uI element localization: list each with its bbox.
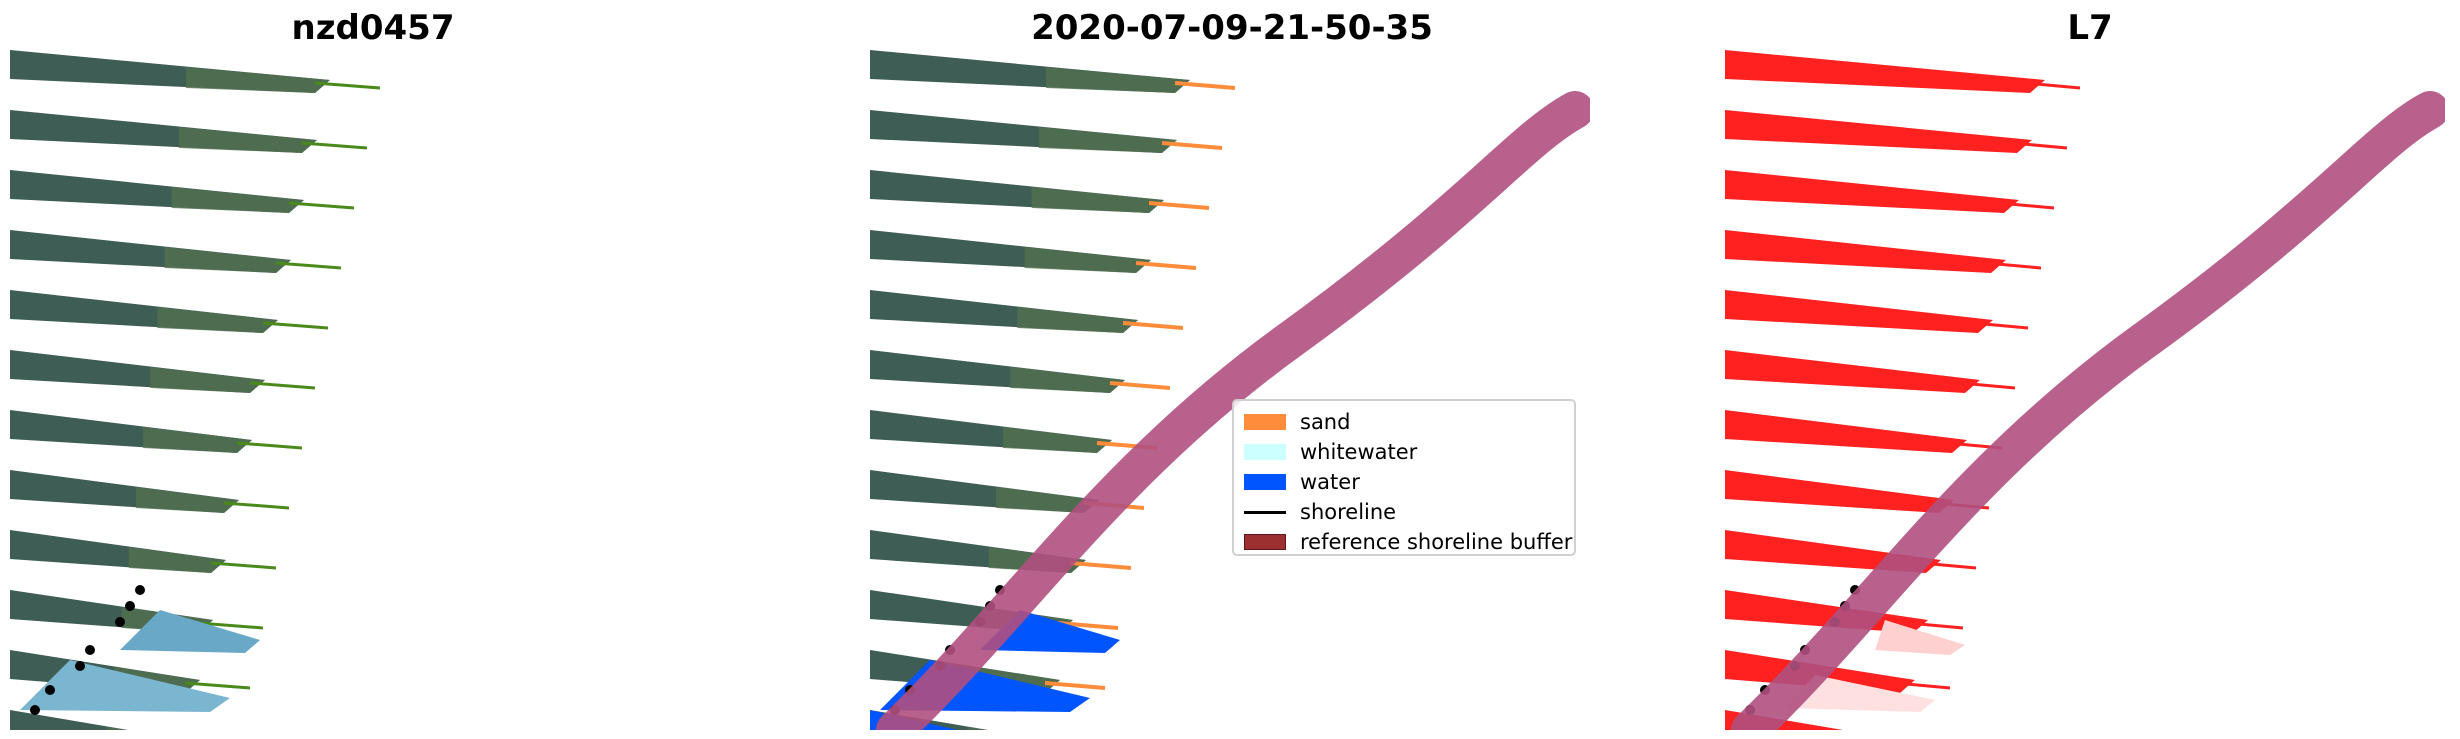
vegetation-patch xyxy=(1024,247,1151,273)
red-tip xyxy=(2011,141,2068,150)
coast-tip xyxy=(236,441,303,450)
coast-tip xyxy=(288,201,355,210)
image-strip xyxy=(1725,50,2045,93)
whitewater-swatch xyxy=(1244,444,1286,460)
shoreline-mark xyxy=(45,685,55,695)
sand-tip xyxy=(1161,141,1223,150)
coast-tip xyxy=(197,621,264,630)
legend-label: whitewater xyxy=(1300,440,1418,464)
vegetation-patch xyxy=(164,247,291,273)
vegetation-patch xyxy=(178,127,317,153)
water-area xyxy=(1875,620,1965,655)
vegetation-patch xyxy=(1038,127,1177,153)
legend-label: sand xyxy=(1300,410,1351,434)
vegetation-patch xyxy=(107,727,126,730)
vegetation-patch xyxy=(1017,307,1138,333)
legend-label: water xyxy=(1300,470,1360,494)
legend: sand whitewater water shoreline referenc… xyxy=(1232,399,1576,556)
sand-tip xyxy=(1109,381,1171,390)
vegetation-patch xyxy=(143,427,252,453)
coast-tip xyxy=(210,561,277,570)
vegetation-patch xyxy=(1046,67,1190,93)
vegetation-patch xyxy=(1031,187,1164,213)
image-strip xyxy=(1725,290,1993,333)
legend-item-shoreline: shoreline xyxy=(1234,497,1574,527)
vegetation-patch xyxy=(135,487,239,513)
red-tip xyxy=(1985,261,2042,270)
water-area xyxy=(1785,675,1935,712)
shoreline-mark xyxy=(30,705,40,715)
sand-tip xyxy=(1135,261,1197,270)
shoreline-mark xyxy=(75,661,85,671)
vegetation-patch xyxy=(1010,367,1125,393)
panel-title-3: L7 xyxy=(2067,8,2113,48)
coast-tip xyxy=(301,141,368,150)
water-swatch xyxy=(1244,474,1286,490)
red-tip xyxy=(2024,81,2081,90)
image-strip xyxy=(10,710,128,730)
coast-tip xyxy=(184,681,251,690)
red-tip xyxy=(1959,381,2016,390)
sand-tip xyxy=(1057,621,1119,630)
coast-tip xyxy=(249,381,316,390)
legend-item-sand: sand xyxy=(1234,407,1574,437)
image-strip xyxy=(1725,110,2032,153)
satellite-image-red-band xyxy=(1725,50,2445,730)
vegetation-patch xyxy=(171,187,304,213)
shoreline-mark xyxy=(135,585,145,595)
red-tip xyxy=(1998,201,2055,210)
water-area xyxy=(120,610,260,653)
water-area xyxy=(20,660,230,712)
legend-item-whitewater: whitewater xyxy=(1234,437,1574,467)
legend-item-reference-buffer: reference shoreline buffer xyxy=(1234,527,1574,557)
vegetation-patch xyxy=(995,487,1099,513)
image-strip xyxy=(1725,350,1980,393)
sand-tip xyxy=(1122,321,1184,330)
vegetation-patch xyxy=(967,727,986,730)
reference-shoreline-buffer xyxy=(876,91,1590,730)
shoreline-swatch xyxy=(1244,510,1286,514)
image-strip xyxy=(1725,230,2006,273)
shoreline-mark xyxy=(115,617,125,627)
red-tip xyxy=(1907,621,1964,630)
vegetation-patch xyxy=(150,367,265,393)
image-strip xyxy=(1725,470,1954,513)
red-tip xyxy=(1972,321,2029,330)
legend-label: shoreline xyxy=(1300,500,1397,524)
sand-tip xyxy=(1070,561,1132,570)
sand-tip xyxy=(1148,201,1210,210)
shoreline-mark xyxy=(85,645,95,655)
coast-tip xyxy=(223,501,290,510)
vegetation-patch xyxy=(1003,427,1112,453)
red-tip xyxy=(1920,561,1977,570)
satellite-image-classified xyxy=(870,50,1590,730)
sand-swatch xyxy=(1244,414,1286,430)
coast-tip xyxy=(314,81,381,90)
vegetation-patch xyxy=(157,307,278,333)
red-tip xyxy=(1894,681,1951,690)
legend-item-water: water xyxy=(1234,467,1574,497)
vegetation-patch xyxy=(186,67,330,93)
satellite-image-rgb xyxy=(10,50,381,730)
legend-label: reference shoreline buffer xyxy=(1300,530,1573,554)
sand-tip xyxy=(1044,681,1106,690)
image-strip xyxy=(1725,410,1967,453)
image-strip xyxy=(1725,170,2019,213)
sand-tip xyxy=(1174,81,1236,90)
panel-title-1: nzd0457 xyxy=(291,8,455,48)
vegetation-patch xyxy=(128,547,226,573)
coast-tip xyxy=(262,321,329,330)
reference-shoreline-buffer xyxy=(1731,91,2445,730)
coast-tip xyxy=(275,261,342,270)
panel-title-2: 2020-07-09-21-50-35 xyxy=(1031,8,1433,48)
reference-buffer-swatch xyxy=(1244,534,1286,550)
shoreline-mark xyxy=(125,601,135,611)
